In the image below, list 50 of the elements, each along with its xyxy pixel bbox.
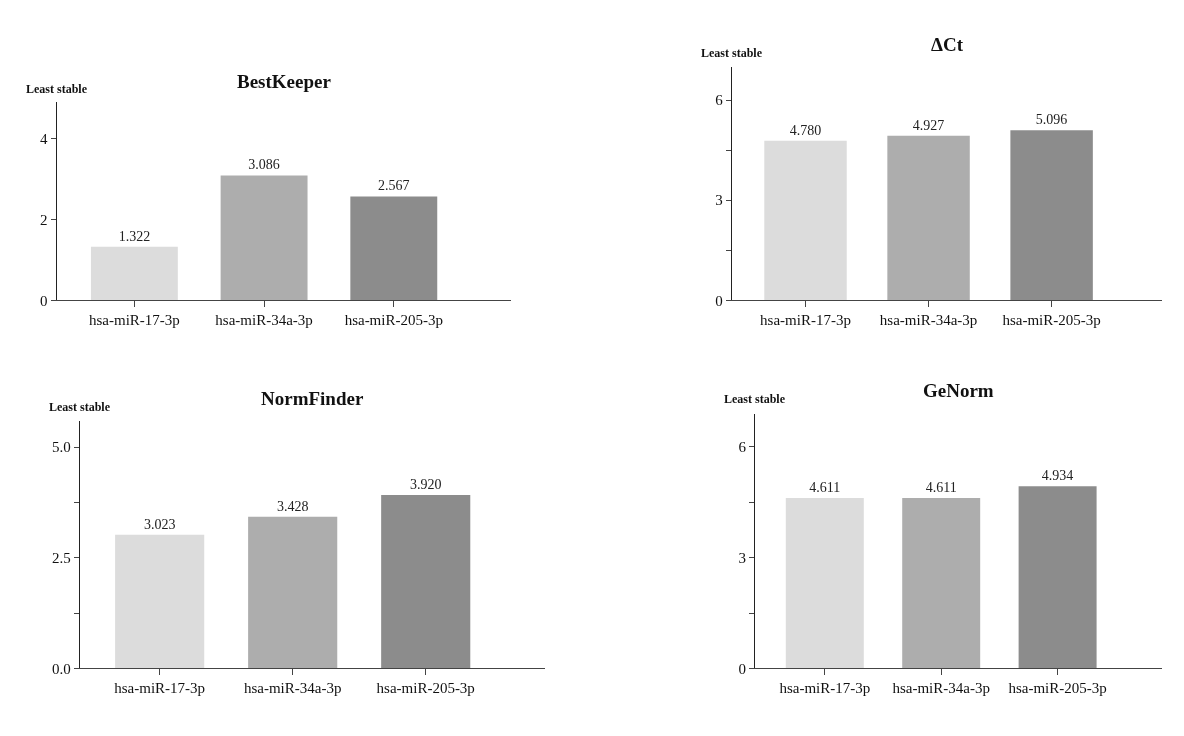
bar bbox=[350, 196, 438, 301]
data-label: 3.023 bbox=[143, 516, 176, 532]
x-tick-label: hsa-miR-34a-3p bbox=[243, 680, 342, 697]
data-label: 4.780 bbox=[789, 122, 822, 138]
y-tick-label: 0 bbox=[738, 660, 746, 677]
x-tick-label: hsa-miR-17-3p bbox=[779, 680, 871, 697]
x-tick-label: hsa-miR-205-3p bbox=[376, 680, 475, 697]
x-tick-label: hsa-miR-17-3p bbox=[760, 312, 851, 329]
x-tick-label: hsa-miR-205-3p bbox=[1008, 680, 1107, 697]
y-tick-label: 2 bbox=[40, 211, 48, 228]
data-label: 1.322 bbox=[118, 228, 151, 244]
y-axis-title: Least stable bbox=[49, 400, 111, 414]
x-tick-label: hsa-miR-17-3p bbox=[88, 312, 180, 329]
data-label: 4.611 bbox=[925, 480, 957, 496]
data-label: 4.934 bbox=[1041, 468, 1074, 484]
x-tick-label: hsa-miR-205-3p bbox=[344, 312, 443, 329]
y-tick-label: 0.0 bbox=[52, 660, 71, 677]
y-tick-label: 6 bbox=[738, 439, 747, 456]
bar bbox=[90, 246, 178, 301]
bar bbox=[248, 516, 338, 669]
y-axis-title: Least stable bbox=[26, 82, 88, 96]
bar bbox=[115, 534, 205, 669]
y-tick-label: 3 bbox=[715, 192, 723, 209]
data-label: 3.920 bbox=[409, 476, 442, 492]
bar bbox=[381, 494, 471, 669]
data-label: 3.428 bbox=[276, 498, 309, 514]
chart-title: BestKeeper bbox=[237, 71, 332, 92]
data-label: 4.927 bbox=[912, 117, 945, 133]
data-label: 5.096 bbox=[1035, 112, 1068, 128]
x-tick-label: hsa-miR-34a-3p bbox=[215, 312, 313, 329]
data-label: 3.086 bbox=[248, 157, 280, 173]
y-tick-label: 5.0 bbox=[52, 439, 71, 456]
data-label: 4.611 bbox=[809, 480, 841, 496]
chart-title: GeNorm bbox=[923, 380, 994, 401]
chart-title: NormFinder bbox=[261, 388, 364, 409]
y-tick-label: 3 bbox=[738, 549, 746, 566]
data-label: 2.567 bbox=[378, 178, 410, 194]
y-axis-title: Least stable bbox=[724, 392, 786, 406]
x-tick-label: hsa-miR-34a-3p bbox=[879, 312, 978, 329]
y-tick-label: 2.5 bbox=[52, 550, 71, 567]
y-axis-title: Least stable bbox=[701, 46, 763, 60]
x-tick-label: hsa-miR-34a-3p bbox=[892, 680, 990, 697]
y-tick-label: 0 bbox=[40, 292, 48, 309]
y-tick-label: 4 bbox=[40, 130, 49, 147]
y-tick-label: 0 bbox=[715, 292, 723, 309]
y-tick-label: 6 bbox=[715, 92, 724, 109]
bar bbox=[220, 175, 308, 301]
x-tick-label: hsa-miR-205-3p bbox=[1002, 312, 1101, 329]
x-tick-label: hsa-miR-17-3p bbox=[114, 680, 206, 697]
chart-title: ΔCt bbox=[931, 34, 964, 55]
